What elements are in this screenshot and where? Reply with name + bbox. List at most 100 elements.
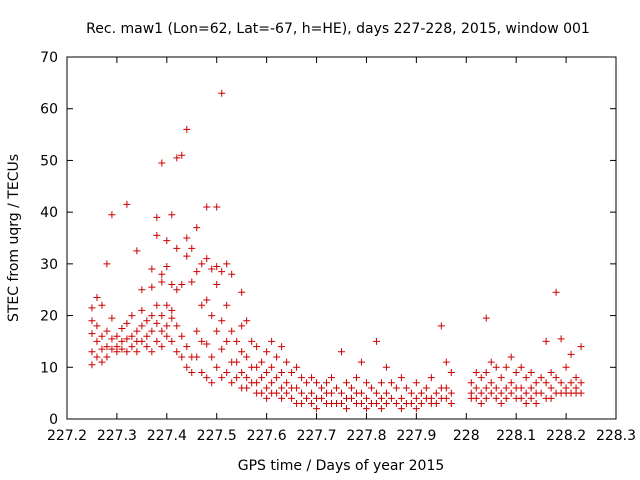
data-point bbox=[303, 394, 311, 402]
data-point bbox=[298, 374, 306, 382]
data-point bbox=[98, 358, 106, 366]
data-point bbox=[228, 379, 236, 387]
data-point bbox=[347, 384, 355, 392]
data-point bbox=[138, 322, 146, 330]
data-point bbox=[183, 125, 191, 133]
data-point bbox=[278, 343, 286, 351]
data-point bbox=[243, 317, 251, 325]
data-point bbox=[148, 348, 156, 356]
data-point bbox=[233, 337, 241, 345]
data-point bbox=[238, 288, 246, 296]
x-tick: 227.4 bbox=[147, 57, 187, 444]
data-point bbox=[193, 224, 201, 232]
data-point bbox=[118, 337, 126, 345]
x-tick-label: 227.6 bbox=[247, 428, 287, 444]
x-tick: 227.9 bbox=[396, 57, 436, 444]
data-point bbox=[203, 340, 211, 348]
data-point bbox=[218, 317, 226, 325]
data-point bbox=[547, 394, 555, 402]
data-point bbox=[198, 301, 206, 309]
data-point bbox=[447, 368, 455, 376]
data-point bbox=[113, 348, 121, 356]
data-point bbox=[238, 322, 246, 330]
data-point bbox=[367, 384, 375, 392]
data-point bbox=[407, 389, 415, 397]
data-point bbox=[198, 337, 206, 345]
data-point bbox=[133, 327, 141, 335]
data-point bbox=[313, 379, 321, 387]
data-point bbox=[153, 213, 161, 221]
data-point bbox=[442, 384, 450, 392]
data-point bbox=[323, 379, 331, 387]
data-point bbox=[542, 379, 550, 387]
data-point bbox=[372, 337, 380, 345]
data-point bbox=[577, 343, 585, 351]
data-point bbox=[442, 358, 450, 366]
data-point bbox=[397, 394, 405, 402]
data-point bbox=[407, 399, 415, 407]
data-point bbox=[243, 353, 251, 361]
data-point bbox=[447, 399, 455, 407]
data-point bbox=[377, 405, 385, 413]
data-point bbox=[502, 394, 510, 402]
data-point bbox=[577, 389, 585, 397]
data-point bbox=[148, 283, 156, 291]
y-tick-label: 10 bbox=[40, 360, 58, 376]
data-point bbox=[557, 335, 565, 343]
data-point bbox=[218, 268, 226, 276]
data-point bbox=[328, 374, 336, 382]
data-point bbox=[268, 363, 276, 371]
data-point bbox=[193, 353, 201, 361]
x-tick-label: 228.3 bbox=[596, 428, 636, 444]
data-point bbox=[567, 350, 575, 358]
data-point bbox=[93, 293, 101, 301]
data-point bbox=[288, 394, 296, 402]
data-point bbox=[357, 358, 365, 366]
x-tick: 228 bbox=[453, 57, 480, 444]
data-point bbox=[482, 314, 490, 322]
data-point bbox=[362, 405, 370, 413]
data-point bbox=[253, 363, 261, 371]
data-point bbox=[522, 374, 530, 382]
x-tick-label: 227.5 bbox=[197, 428, 237, 444]
data-point bbox=[173, 322, 181, 330]
data-point bbox=[143, 332, 151, 340]
data-point bbox=[387, 394, 395, 402]
data-point bbox=[527, 384, 535, 392]
data-point bbox=[98, 301, 106, 309]
plot-frame bbox=[66, 56, 617, 420]
data-point bbox=[283, 379, 291, 387]
data-point bbox=[148, 265, 156, 273]
data-point bbox=[477, 399, 485, 407]
data-point bbox=[228, 327, 236, 335]
data-point bbox=[357, 389, 365, 397]
data-point bbox=[218, 345, 226, 353]
data-point bbox=[397, 374, 405, 382]
data-point bbox=[557, 379, 565, 387]
data-point bbox=[93, 353, 101, 361]
data-point bbox=[417, 389, 425, 397]
data-point bbox=[213, 262, 221, 270]
data-point bbox=[223, 368, 231, 376]
data-point bbox=[188, 278, 196, 286]
data-point bbox=[492, 384, 500, 392]
data-point bbox=[417, 399, 425, 407]
data-point bbox=[88, 348, 96, 356]
data-point bbox=[108, 335, 116, 343]
y-tick-label: 0 bbox=[49, 412, 58, 428]
y-tick-label: 60 bbox=[40, 102, 58, 118]
data-point bbox=[178, 332, 186, 340]
data-point bbox=[517, 363, 525, 371]
data-point bbox=[572, 374, 580, 382]
data-point bbox=[412, 379, 420, 387]
data-point bbox=[362, 379, 370, 387]
data-point bbox=[372, 399, 380, 407]
data-point bbox=[208, 379, 216, 387]
data-point bbox=[432, 399, 440, 407]
data-point bbox=[168, 306, 176, 314]
data-point bbox=[283, 358, 291, 366]
data-point bbox=[432, 389, 440, 397]
x-tick: 227.5 bbox=[197, 57, 237, 444]
data-point bbox=[143, 343, 151, 351]
data-point bbox=[238, 368, 246, 376]
